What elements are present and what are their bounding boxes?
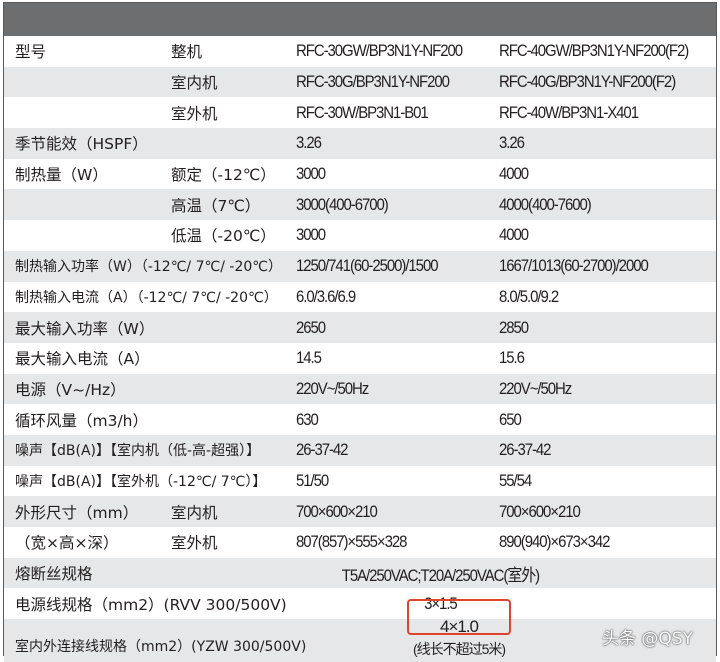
table-row: 最大输入电流（A） 14.5 15.6 <box>4 343 716 374</box>
value-model-30: 6.0/3.6/6.9 <box>296 286 356 306</box>
table-row: 室外机 RFC-30W/BP3N1-B01 RFC-40W/BP3N1-X401 <box>4 97 716 128</box>
row-label: 季节能效（HSPF） <box>15 135 148 154</box>
value-model-40: 15.6 <box>499 348 525 368</box>
row-label: 室内外连接线规格（mm2）(YZW 300/500V) <box>15 639 307 656</box>
table-row: 制热输入功率（W）（-12℃/ 7℃/ -20℃） 1250/741(60-250… <box>4 250 716 282</box>
row-label: 制热量（W） <box>15 166 108 185</box>
value-model-30: 630 <box>296 409 319 429</box>
value-model-40: 4000 <box>499 164 529 184</box>
table-row: 噪声【dB(A)】【室内机（低-高-超强）】 26-37-42 26-37-42 <box>4 434 716 466</box>
value-model-30: RFC-30W/BP3N1-B01 <box>296 102 429 122</box>
row-sublabel: 额定（-12℃） <box>171 166 276 185</box>
highlight-box <box>407 599 511 635</box>
value-model-30: 14.5 <box>296 348 322 368</box>
merged-value: T5A/250VAC;T20A/250VAC(室外) <box>341 565 540 585</box>
value-model-40: 4000 <box>499 225 529 245</box>
spec-table: 型号 整机 RFC-30GW/BP3N1Y-NF200 RFC-40GW/BP3N1Y… <box>3 2 717 662</box>
value-model-40: 1667/1013(60-2700)/2000 <box>499 256 649 276</box>
value-model-30: 3000(400-6700) <box>296 194 389 214</box>
value-model-30: 1250/741(60-2500)/1500 <box>296 256 439 276</box>
value-model-40: 2850 <box>499 317 529 337</box>
table-header-bar <box>4 3 716 36</box>
value-model-40: 890(940)×673×342 <box>499 532 610 552</box>
row-sublabel: 室内机 <box>171 74 218 93</box>
row-label: 制热输入电流（A）（-12℃/ 7℃/ -20℃） <box>15 289 278 306</box>
merged-value: 3×1.5 <box>424 593 458 613</box>
table-row: 电源（V~/Hz） 220V~/50Hz 220V~/50Hz <box>4 373 716 405</box>
value-model-30: 807(857)×555×328 <box>296 532 407 552</box>
row-sublabel: 高温（7℃） <box>171 196 261 215</box>
value-model-40: RFC-40GW/BP3N1Y-NF200(F2) <box>499 41 689 61</box>
table-row: 型号 整机 RFC-30GW/BP3N1Y-NF200 RFC-40GW/BP3N1Y… <box>4 36 716 67</box>
value-model-30: 700×600×210 <box>296 501 378 521</box>
value-model-40: 650 <box>499 409 522 429</box>
table-row: （宽×高×深） 室外机 807(857)×555×328 890(940)×673×3… <box>4 527 716 558</box>
value-model-30: 3000 <box>296 225 326 245</box>
value-model-30: RFC-30GW/BP3N1Y-NF200 <box>296 41 463 61</box>
row-sublabel: 室内机 <box>171 503 218 522</box>
table-row: 低温（-20℃） 3000 4000 <box>4 220 716 251</box>
row-label: 循环风量（m3/h） <box>15 411 149 430</box>
table-row: 制热输入电流（A）（-12℃/ 7℃/ -20℃） 6.0/3.6/6.9 8.0/… <box>4 282 716 313</box>
cable-spec-value: 4×1.0 <box>439 617 479 637</box>
value-model-30: 220V~/50Hz <box>296 378 369 398</box>
value-model-40: RFC-40G/BP3N1Y-NF200(F2) <box>499 72 676 92</box>
row-label: 最大输入功率（W） <box>15 319 155 338</box>
row-sublabel: 室外机 <box>171 534 218 553</box>
value-model-40: 55/54 <box>499 470 532 490</box>
value-model-30: 3.26 <box>296 133 322 153</box>
table-row: 外形尺寸（mm） 室内机 700×600×210 700×600×210 <box>4 496 716 527</box>
table-row: 制热量（W） 额定（-12℃） 3000 4000 <box>4 159 716 190</box>
table-row: 最大输入功率（W） 2650 2850 <box>4 312 716 343</box>
value-model-40: 3.26 <box>499 133 525 153</box>
value-model-40: 700×600×210 <box>499 501 581 521</box>
table-row: 熔断丝规格 T5A/250VAC;T20A/250VAC(室外) <box>4 557 716 589</box>
value-model-30: 51/50 <box>296 470 329 490</box>
table-row: 季节能效（HSPF） 3.26 3.26 <box>4 128 716 159</box>
row-label: 型号 <box>15 43 47 62</box>
row-label: 熔断丝规格 <box>15 565 93 584</box>
row-sublabel: 整机 <box>171 43 203 62</box>
table-row: 高温（7℃） 3000(400-6700) 4000(400-7600) <box>4 189 716 221</box>
row-label: 噪声【dB(A)】【室内机（低-高-超强）】 <box>15 443 261 460</box>
value-model-30: 2650 <box>296 317 326 337</box>
table-row: 噪声【dB(A)】【室外机（-12℃/ 7℃）】 51/50 55/54 <box>4 466 716 497</box>
row-label: 电源线规格（mm2）(RVV 300/500V) <box>15 595 287 614</box>
row-label: （宽×高×深） <box>15 534 119 553</box>
row-label: 最大输入电流（A） <box>15 350 150 369</box>
row-sublabel: 低温（-20℃） <box>171 227 276 246</box>
value-model-30: 26-37-42 <box>296 440 349 460</box>
table-row-connection-cable: 室内外连接线规格（mm2）(YZW 300/500V) 4×1.0 (线长不超过… <box>4 617 716 662</box>
value-model-40: 4000(400-7600) <box>499 194 592 214</box>
table-row: 循环风量（m3/h） 630 650 <box>4 404 716 435</box>
table-row: 电源线规格（mm2）(RVV 300/500V) 3×1.5 <box>4 588 716 619</box>
value-model-40: RFC-40W/BP3N1-X401 <box>499 102 639 122</box>
row-sublabel: 室外机 <box>171 104 218 123</box>
value-model-40: 8.0/5.0/9.2 <box>499 286 559 306</box>
watermark: 头条 @QSY <box>602 629 693 649</box>
row-label: 外形尺寸（mm） <box>15 503 139 522</box>
value-model-30: RFC-30G/BP3N1Y-NF200 <box>296 72 450 92</box>
table-row: 室内机 RFC-30G/BP3N1Y-NF200 RFC-40G/BP3N1Y-NF… <box>4 66 716 98</box>
value-model-30: 3000 <box>296 164 326 184</box>
row-label: 制热输入功率（W）（-12℃/ 7℃/ -20℃） <box>15 259 282 276</box>
value-model-40: 220V~/50Hz <box>499 378 572 398</box>
row-label: 电源（V~/Hz） <box>15 380 126 399</box>
cable-length-note: (线长不超过5米) <box>412 641 506 658</box>
value-model-40: 26-37-42 <box>499 440 552 460</box>
row-label: 噪声【dB(A)】【室外机（-12℃/ 7℃）】 <box>15 473 267 490</box>
